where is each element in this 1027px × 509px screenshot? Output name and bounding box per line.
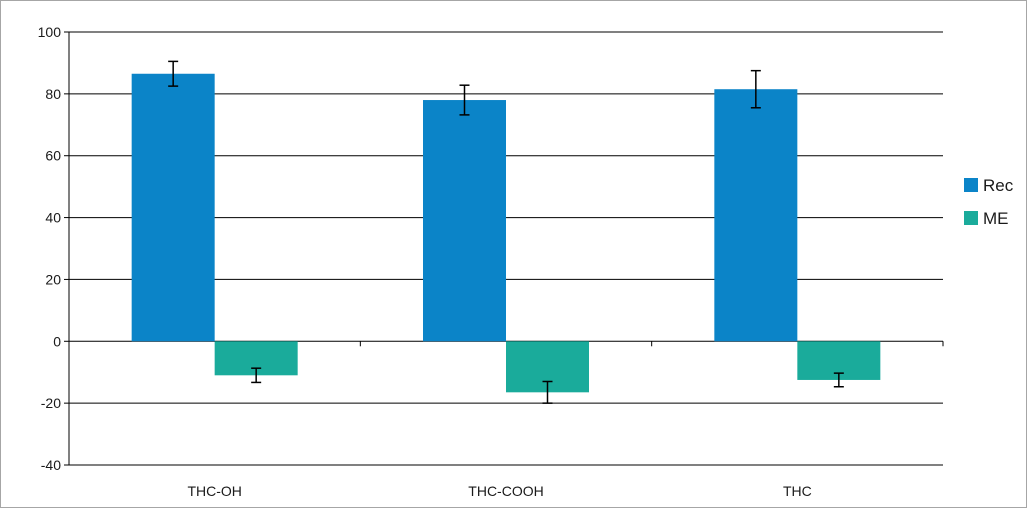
y-tick-label: 60 — [45, 148, 61, 164]
y-tick-label: 20 — [45, 271, 61, 287]
axes — [64, 31, 944, 466]
legend-label-me: ME — [983, 209, 1009, 228]
x-tick-label: THC-OH — [187, 483, 241, 499]
legend-swatch-me — [964, 211, 978, 225]
y-tick-label: 0 — [53, 333, 61, 349]
bar-rec — [131, 73, 215, 342]
legend-label-rec: Rec — [983, 176, 1014, 195]
bars — [131, 73, 881, 393]
y-axis-tick-labels: 100 80 60 40 20 0 -20 -40 — [38, 24, 62, 473]
legend: Rec ME — [964, 176, 1014, 228]
y-tick-label: 100 — [38, 24, 62, 40]
y-tick-label: 40 — [45, 210, 61, 226]
y-tick-label: 80 — [45, 86, 61, 102]
legend-swatch-rec — [964, 178, 978, 192]
x-tick-label: THC — [783, 483, 812, 499]
y-tick-label: -20 — [41, 395, 61, 411]
x-axis-tick-labels: THC-OH THC-COOH THC — [187, 483, 811, 499]
x-tick-label: THC-COOH — [468, 483, 543, 499]
error-bars — [168, 60, 844, 404]
bar-rec — [423, 100, 506, 342]
y-tick-label: -40 — [41, 457, 61, 473]
bar-rec — [714, 89, 798, 342]
